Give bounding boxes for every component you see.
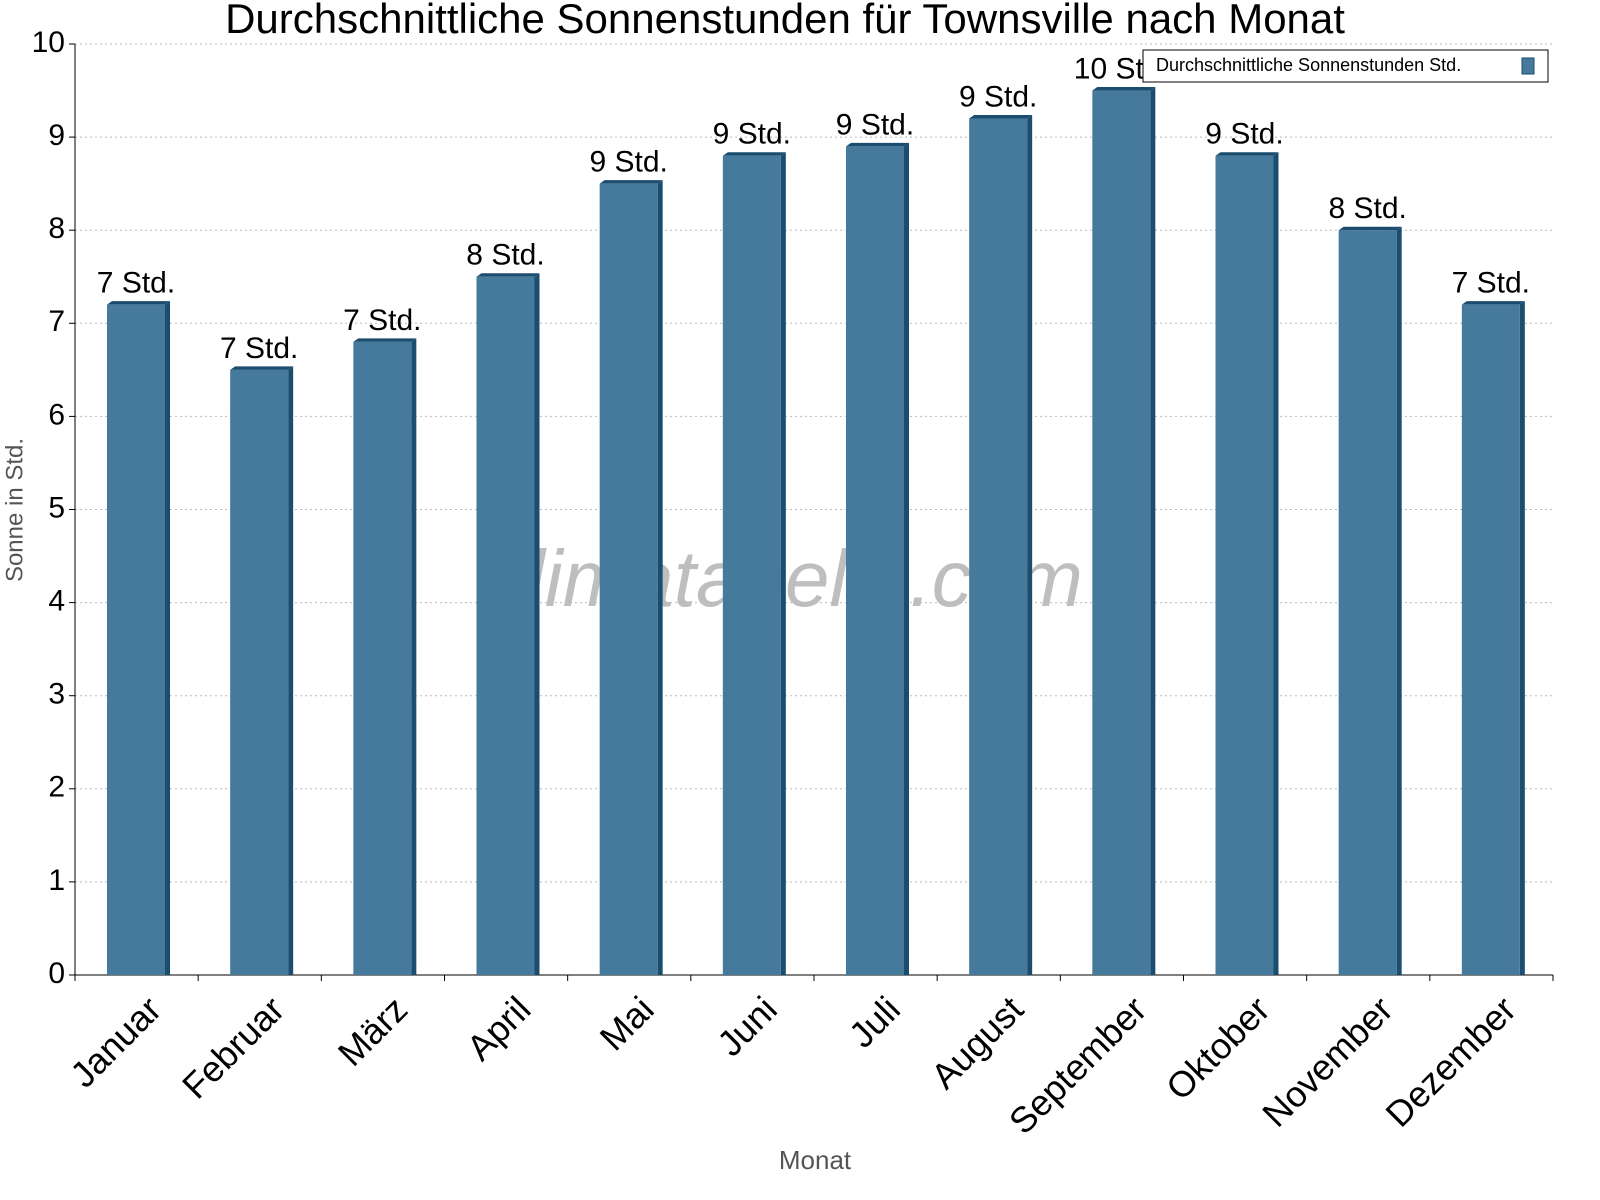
bar-group <box>476 273 540 975</box>
bar-group <box>1461 301 1525 975</box>
data-label: 8 Std. <box>1328 192 1406 225</box>
x-tick-label: Mai <box>592 988 662 1058</box>
x-tick-label: August <box>923 988 1031 1096</box>
bar-group <box>1092 87 1156 976</box>
y-tick-label: 9 <box>48 119 65 152</box>
bar-top <box>1461 301 1525 305</box>
y-tick-label: 5 <box>48 491 65 524</box>
y-axis-label: Sonne in Std. <box>1 438 28 582</box>
x-tick-label: März <box>330 988 416 1074</box>
data-label: 9 Std. <box>589 146 667 179</box>
bar-side <box>1519 301 1525 975</box>
bar-top <box>969 114 1033 119</box>
data-label: 7 Std. <box>1452 267 1530 300</box>
data-label: 7 Std. <box>220 332 298 365</box>
chart-title: Durchschnittliche Sonnenstunden für Town… <box>225 0 1345 42</box>
y-tick-label: 2 <box>48 771 65 804</box>
data-label: 9 Std. <box>1205 118 1283 151</box>
bar-top <box>353 338 417 342</box>
bar-side <box>1396 226 1402 975</box>
y-tick-label: 10 <box>32 26 65 59</box>
bar-top <box>1215 152 1279 156</box>
legend-label: Durchschnittliche Sonnenstunden Std. <box>1156 55 1461 75</box>
y-tick-label: 3 <box>48 678 65 711</box>
x-axis-label: Monat <box>779 1145 852 1175</box>
bar-group <box>353 338 417 975</box>
bar <box>230 369 289 976</box>
bar-top <box>722 152 786 156</box>
bar-side <box>904 142 909 975</box>
bar-side <box>780 152 786 976</box>
bar <box>599 183 658 975</box>
bar-side <box>1027 114 1033 976</box>
bar-side <box>1273 152 1279 976</box>
bar-side <box>288 366 294 976</box>
bar-group <box>107 301 170 975</box>
legend-swatch <box>1521 57 1535 75</box>
bar-top <box>107 301 170 305</box>
bar-top <box>846 142 909 147</box>
bar-top <box>230 366 294 370</box>
x-tick-label: Februar <box>174 988 292 1106</box>
data-label: 9 Std. <box>713 118 791 151</box>
bar-top <box>599 180 663 184</box>
bar <box>476 276 535 975</box>
y-tick-label: 4 <box>48 585 65 618</box>
bar-group <box>1215 152 1279 976</box>
bar <box>1092 90 1151 976</box>
x-tick-label: November <box>1254 988 1400 1134</box>
bar-top <box>476 273 540 277</box>
bar <box>107 304 165 975</box>
bar-group <box>230 366 294 976</box>
bar-side <box>411 338 417 975</box>
bar-group <box>722 152 786 976</box>
data-label: 8 Std. <box>466 239 544 272</box>
y-tick-label: 8 <box>48 212 65 245</box>
y-tick-label: 0 <box>48 957 65 990</box>
x-tick-label: Juli <box>841 988 908 1055</box>
legend: Durchschnittliche Sonnenstunden Std. <box>1142 49 1549 83</box>
x-tick-label: Oktober <box>1158 988 1278 1108</box>
bar-group <box>599 180 663 975</box>
bar-side <box>534 273 540 975</box>
data-label: 7 Std. <box>97 267 175 300</box>
y-tick-label: 1 <box>48 864 65 897</box>
bar <box>353 341 412 975</box>
y-tick-label: 7 <box>48 305 65 338</box>
data-label: 9 Std. <box>836 108 914 141</box>
bar <box>722 155 781 976</box>
bar-side <box>1150 87 1156 976</box>
bar <box>1338 230 1397 975</box>
bar-side <box>165 301 170 975</box>
y-tick-label: 6 <box>48 398 65 431</box>
bar <box>846 146 904 975</box>
bar-top <box>1092 87 1156 91</box>
bar <box>969 118 1028 976</box>
bar-group <box>969 114 1033 976</box>
bar-group <box>1338 226 1402 975</box>
x-tick-label: April <box>459 988 539 1068</box>
data-label: 7 Std. <box>343 304 421 337</box>
bar <box>1215 155 1274 976</box>
legend-box <box>1142 49 1549 83</box>
bar-top <box>1338 226 1402 231</box>
x-tick-label: Dezember <box>1377 988 1523 1134</box>
bar-side <box>657 180 663 975</box>
bar-group <box>846 142 909 975</box>
data-label: 9 Std. <box>959 80 1037 113</box>
x-tick-label: Januar <box>62 988 169 1095</box>
x-tick-label: Juni <box>709 988 785 1064</box>
bar <box>1461 304 1520 975</box>
